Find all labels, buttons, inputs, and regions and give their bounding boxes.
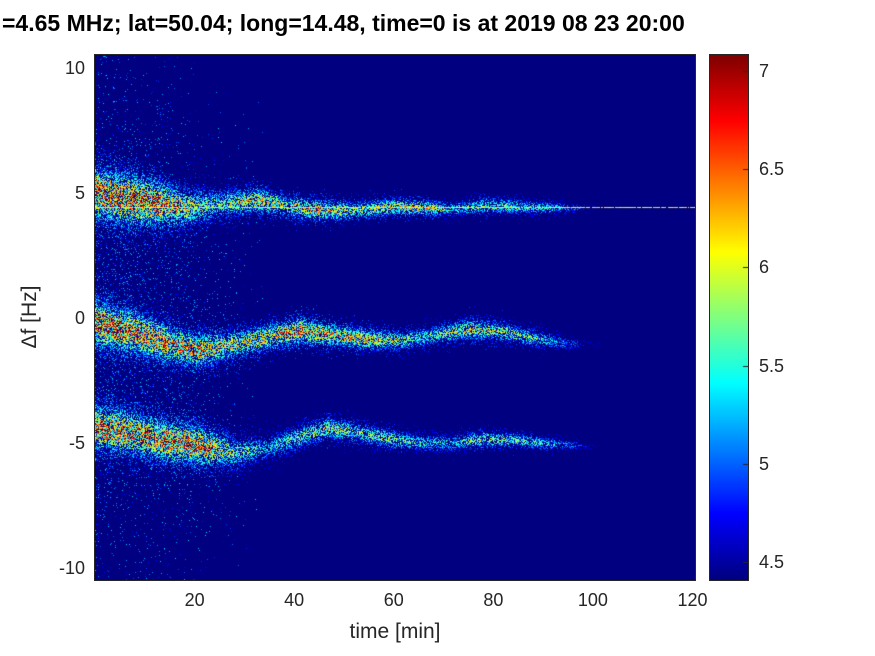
x-tick-label: 120 <box>677 590 708 610</box>
y-tick-label: -5 <box>68 432 85 453</box>
x-axis-label: time [min] <box>349 620 441 643</box>
colorbar-tick-label: 7 <box>759 60 770 81</box>
x-tick-label: 80 <box>483 590 504 610</box>
heatmap-canvas <box>95 55 695 580</box>
plot-area <box>94 54 696 581</box>
colorbar-tick-label: 5.5 <box>759 355 785 376</box>
x-tick-label: 20 <box>184 590 205 610</box>
colorbar <box>709 54 749 581</box>
chart-title: =4.65 MHz; lat=50.04; long=14.48, time=0… <box>2 10 685 36</box>
colorbar-tick-label: 4.5 <box>759 552 785 573</box>
x-tick-label: 100 <box>577 590 608 610</box>
colorbar-tick-label: 6.5 <box>759 159 785 180</box>
y-tick-label: -10 <box>58 557 85 578</box>
y-axis-label: Δf [Hz] <box>18 285 41 349</box>
y-tick-label: 10 <box>64 57 85 78</box>
colorbar-tick-label: 5 <box>759 453 770 474</box>
colorbar-tick-label: 6 <box>759 257 770 278</box>
y-tick-label: 5 <box>74 182 85 203</box>
x-tick-label: 60 <box>383 590 404 610</box>
x-tick-label: 40 <box>284 590 305 610</box>
colorbar-canvas <box>710 55 748 580</box>
